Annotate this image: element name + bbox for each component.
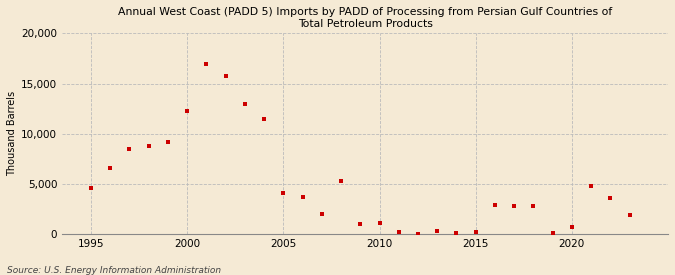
Point	[566, 225, 577, 229]
Title: Annual West Coast (PADD 5) Imports by PADD of Processing from Persian Gulf Count: Annual West Coast (PADD 5) Imports by PA…	[118, 7, 612, 29]
Point	[124, 147, 135, 151]
Point	[509, 204, 520, 208]
Point	[220, 73, 231, 78]
Point	[297, 195, 308, 199]
Point	[451, 231, 462, 235]
Point	[412, 232, 423, 236]
Point	[240, 101, 250, 106]
Point	[489, 203, 500, 207]
Point	[143, 144, 154, 148]
Y-axis label: Thousand Barrels: Thousand Barrels	[7, 91, 17, 176]
Point	[470, 230, 481, 234]
Text: Source: U.S. Energy Information Administration: Source: U.S. Energy Information Administ…	[7, 266, 221, 275]
Point	[163, 139, 173, 144]
Point	[624, 213, 635, 217]
Point	[335, 179, 346, 183]
Point	[278, 191, 289, 195]
Point	[259, 117, 269, 121]
Point	[105, 166, 115, 170]
Point	[586, 184, 597, 188]
Point	[201, 61, 212, 66]
Point	[394, 230, 404, 234]
Point	[605, 196, 616, 200]
Point	[317, 212, 327, 216]
Point	[547, 231, 558, 235]
Point	[528, 204, 539, 208]
Point	[374, 221, 385, 225]
Point	[432, 229, 443, 233]
Point	[355, 222, 366, 226]
Point	[182, 108, 192, 113]
Point	[86, 186, 97, 190]
